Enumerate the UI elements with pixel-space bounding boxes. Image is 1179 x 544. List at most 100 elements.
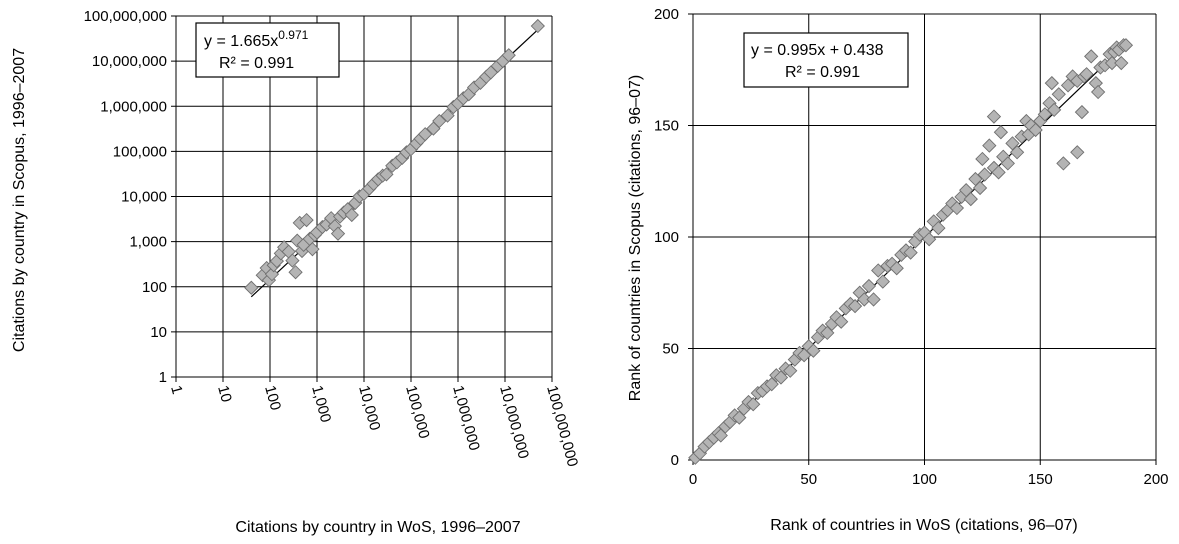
left-x-tick-label: 100,000,000 [543,384,581,469]
right-y-axis-title: Rank of countries in Scopus (citations, … [627,75,644,401]
right-data-point [921,232,937,247]
right-data-point [1044,75,1059,91]
right-data-point [871,263,886,278]
right-x-tick-label: 0 [689,471,697,488]
right-data-point [783,363,798,378]
right-data-point [903,245,918,260]
right-data-point [977,167,992,182]
right-data-point [1074,104,1090,120]
right-data-point [1037,107,1053,122]
right-data-point [1047,102,1062,118]
svg-text:y = 1.665x0.971: y = 1.665x0.971 [204,28,309,50]
right-y-tick-label: 50 [662,341,679,358]
left-data-points [244,18,545,295]
left-x-tick-label: 100,000 [402,384,432,441]
left-y-axis-title: Citations by country in Scopus, 1996–200… [11,48,28,352]
left-x-tick-label: 10,000 [355,384,383,433]
left-x-axis-title: Citations by country in WoS, 1996–2007 [235,519,520,536]
left-x-tick-label: 1 [167,384,186,396]
left-data-point [264,267,280,282]
left-y-tick-label: 100,000,000 [84,8,167,25]
left-data-point [299,212,314,228]
right-data-point [1079,67,1094,82]
right-data-point [1118,38,1134,53]
right-gridlines [688,13,1157,465]
right-y-tick-labels: 0 50 100 150 200 [654,6,679,469]
right-data-point [866,292,881,307]
left-y-tick-labels: 1 10 100 1,000 10,000 100,000 1,000,000 10,000,… [84,8,167,386]
right-data-point [1000,156,1015,171]
left-r-squared: R² = 0.991 [219,55,294,72]
left-equation-text: y = 1.665x [204,33,278,50]
left-equation-exponent: 0.971 [278,28,308,42]
right-data-point [991,165,1006,180]
left-y-tick-label: 100,000 [113,143,167,160]
left-data-point [290,233,305,248]
left-y-tick-label: 100 [142,279,167,296]
right-data-point [993,125,1009,140]
right-data-point [1070,145,1085,160]
right-data-point [861,278,877,294]
right-x-tick-label: 50 [800,471,817,488]
left-data-point [305,242,320,257]
left-y-tick-label: 10,000,000 [92,53,167,70]
left-data-point [285,253,300,268]
left-x-tick-label: 10 [214,384,235,405]
left-data-point [440,108,455,123]
left-data-point [244,280,259,295]
right-x-tick-label: 100 [912,471,937,488]
right-equation-text: y = 0.995x + 0.438 [751,42,884,59]
right-data-point [963,191,978,207]
right-data-point [1114,55,1129,71]
right-data-point [982,138,997,153]
left-data-point [432,113,447,129]
right-data-point [746,397,761,412]
right-data-point [1009,145,1025,160]
right-x-tick-label: 200 [1143,471,1168,488]
left-y-tick-label: 1 [159,369,167,386]
left-data-point [501,48,516,63]
right-data-point [806,343,821,358]
left-data-point [344,207,359,223]
right-data-point [847,298,863,314]
right-x-axis-title: Rank of countries in WoS (citations, 96–… [770,517,1077,534]
right-data-point [1090,84,1106,100]
right-data-points [688,38,1134,465]
right-data-point [889,261,904,276]
log-scatter-chart: 1 10 100 1,000 10,000 100,000 1,000,000 10,000,… [11,8,581,536]
right-equation-box: y = 0.995x + 0.438 R² = 0.991 [743,32,909,88]
right-data-point [986,109,1002,124]
right-data-point [1056,156,1071,171]
left-x-tick-label: 1,000 [308,384,334,425]
left-y-tick-label: 1,000,000 [100,98,167,115]
left-data-point [330,226,346,241]
left-x-tick-labels: 1 10 100 1,000 10,000 100,000 1,000,000 10,000,… [167,384,581,469]
left-x-tick-label: 1,000,000 [449,384,483,453]
left-data-point [418,127,433,142]
left-data-point [288,265,303,280]
right-y-tick-label: 100 [654,229,679,246]
right-r-squared: R² = 0.991 [785,64,860,81]
left-data-point [530,18,545,34]
right-data-point [931,220,946,236]
left-x-tick-label: 10,000,000 [496,384,532,461]
right-data-point [1084,49,1099,64]
left-y-tick-label: 10 [150,324,167,341]
right-x-tick-label: 150 [1028,471,1053,488]
left-y-tick-label: 1,000 [129,234,167,251]
left-equation-box: y = 1.665x0.971 R² = 0.991 [195,22,340,78]
right-data-point [1051,87,1066,102]
right-data-point [972,180,988,196]
right-data-point [875,274,890,289]
rank-scatter-chart: 0 50 100 150 200 0 50 100 150 200 y = 0.995x + 0… [627,6,1169,534]
right-y-tick-label: 200 [654,6,679,23]
right-data-point [834,314,849,329]
right-x-tick-labels: 0 50 100 150 200 [689,471,1169,488]
right-y-tick-label: 150 [654,118,679,135]
right-data-point [975,151,990,167]
left-y-tick-label: 10,000 [121,189,167,206]
right-data-point [949,200,965,216]
right-y-tick-label: 0 [671,452,679,469]
left-x-tick-label: 100 [261,384,284,413]
